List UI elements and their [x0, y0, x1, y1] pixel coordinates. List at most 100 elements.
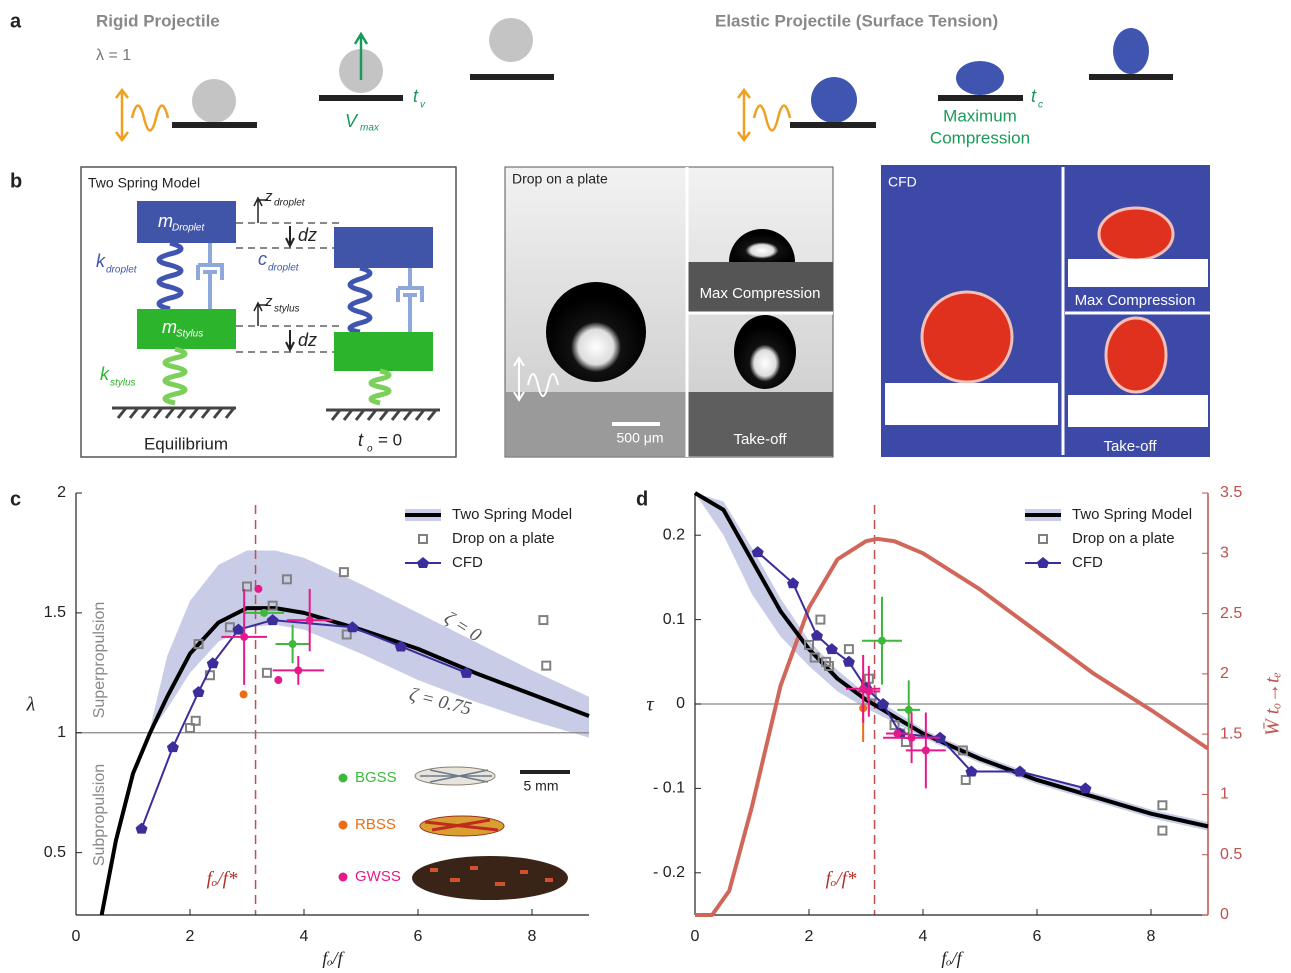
y2-tick-label: 2 [1220, 665, 1229, 682]
y-tick-label: 1 [57, 724, 66, 741]
label: m [158, 211, 173, 231]
label: stylus [110, 378, 136, 389]
spring [371, 371, 389, 403]
cfd-panel: CFD Max Compression Take-off [881, 165, 1210, 457]
x-tick-label: 6 [414, 928, 423, 945]
label: Equilibrium [144, 434, 228, 453]
label: stylus [274, 304, 300, 315]
figure: a b c d Rigid Projectile λ = 1 t v V max… [0, 0, 1291, 973]
wave [754, 106, 790, 131]
annotation: fₒ/f* [826, 868, 857, 889]
uncertainty-band [150, 551, 589, 738]
data-point [542, 662, 550, 670]
label: Max Compression [700, 285, 821, 302]
data-point [1158, 827, 1166, 835]
label: k [100, 364, 110, 384]
x-tick-label: 2 [805, 928, 814, 945]
data-point [263, 669, 271, 677]
legend-marker [419, 535, 427, 543]
label: c [1038, 100, 1043, 111]
photo-panel: 500 μm Drop on a plate Max Compression T… [505, 167, 833, 457]
data-point [294, 666, 302, 674]
label: max [360, 123, 380, 134]
y-tick-label: - 0.2 [653, 864, 685, 881]
y-tick-label: 0.1 [663, 611, 685, 628]
label: = 0 [378, 430, 402, 449]
title: CFD [888, 174, 917, 190]
data-point [893, 730, 901, 738]
x-tick-label: 0 [72, 928, 81, 945]
y-tick-label: - 0.1 [653, 780, 685, 797]
legend-label: GWSS [355, 868, 401, 885]
label: c [258, 249, 267, 269]
legend-label: RBSS [355, 816, 396, 833]
y2-axis-label: W̄ tₒ→tₑ [1262, 672, 1284, 736]
data-point [1158, 801, 1166, 809]
data-point [845, 645, 853, 653]
data-point [260, 609, 268, 617]
label: m [162, 317, 177, 337]
label: Max Compression [1075, 292, 1196, 309]
legend-marker [417, 557, 429, 568]
x-axis-label: fₒ/f [941, 948, 964, 968]
data-point [962, 776, 970, 784]
x-tick-label: 0 [691, 928, 700, 945]
drop [734, 315, 796, 389]
x-tick-label: 4 [300, 928, 309, 945]
damper [198, 243, 222, 309]
ground [112, 408, 236, 418]
ground [326, 410, 440, 420]
legend-marker [1039, 535, 1047, 543]
y2-tick-label: 0 [1220, 906, 1229, 923]
legend-marker [339, 821, 348, 830]
legend-marker [1039, 535, 1047, 543]
panel-label: a [10, 10, 22, 32]
legend-label: Two Spring Model [1072, 506, 1192, 523]
data-point [193, 686, 205, 697]
oscillation-arrow [738, 90, 750, 140]
annotation: Superpropulsion [91, 602, 108, 719]
data-point [306, 616, 314, 624]
drop [922, 292, 1012, 382]
note: λ = 1 [96, 47, 131, 64]
title: Drop on a plate [512, 171, 608, 187]
x-tick-label: 8 [1147, 928, 1156, 945]
data-point [167, 741, 179, 752]
legend-marker [339, 873, 348, 882]
data-point [816, 616, 824, 624]
x-tick-label: 8 [528, 928, 537, 945]
data-point [240, 690, 248, 698]
legend-label: BGSS [355, 769, 397, 786]
insect-image [412, 856, 568, 900]
x-axis-label: fₒ/f [322, 948, 345, 968]
drop [1106, 318, 1166, 392]
y2-tick-label: 1 [1220, 786, 1229, 803]
label: V [345, 111, 359, 131]
data-point [922, 746, 930, 754]
projectile [192, 79, 236, 123]
data-point [1079, 782, 1091, 793]
data-point [908, 734, 916, 742]
arrow [286, 330, 294, 350]
panel-label: d [636, 488, 648, 510]
label: droplet [106, 265, 138, 276]
spring [165, 349, 185, 403]
droplet [811, 77, 857, 123]
droplet [956, 61, 1004, 95]
title: Elastic Projectile (Surface Tension) [715, 11, 998, 30]
legend-label: Drop on a plate [1072, 530, 1175, 547]
label: Take-off [733, 431, 787, 448]
y2-tick-label: 0.5 [1220, 846, 1242, 863]
annotation: Subpropulsion [91, 764, 108, 866]
data-point [752, 546, 764, 557]
data-point [878, 637, 886, 645]
label: Droplet [172, 223, 205, 234]
x-tick-label: 4 [919, 928, 928, 945]
title: Rigid Projectile [96, 11, 220, 30]
plate [1068, 259, 1208, 287]
label: dz [298, 330, 317, 350]
label: Take-off [1103, 438, 1157, 455]
legend-marker [339, 774, 348, 783]
spring-model: Two Spring Model m Droplet z droplet dz … [81, 167, 456, 457]
